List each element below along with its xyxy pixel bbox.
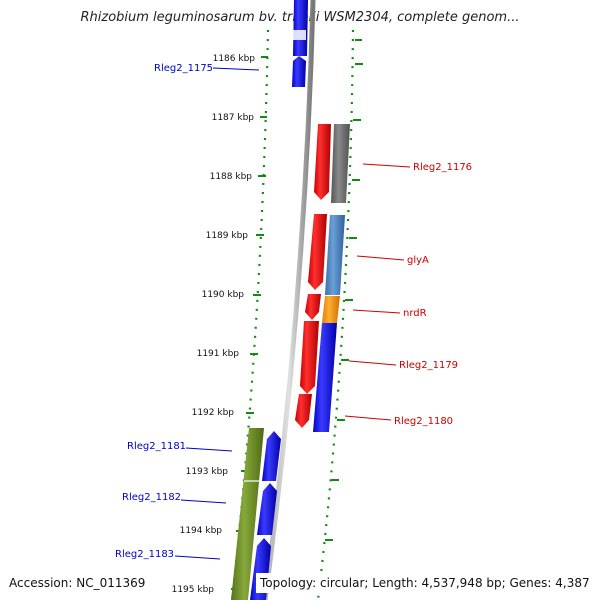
cds-rleg2-1176-gray[interactable] [331, 124, 350, 203]
cds-rleg2-1179-blue[interactable] [313, 323, 337, 432]
gene-label-rleg2-1180[interactable]: Rleg2_1180 [394, 416, 453, 427]
gene-label-rleg2-1181[interactable]: Rleg2_1181 [127, 441, 186, 452]
feature-forward-top[interactable] [292, 0, 308, 56]
genome-summary: Topology: circular; Length: 4,537,948 bp… [256, 573, 592, 593]
cds-glya-steelblue[interactable] [325, 215, 345, 295]
cds-rleg2-1181-blue[interactable] [262, 431, 281, 481]
cds-rleg2-1176-red[interactable] [314, 124, 331, 200]
scale-label: 1195 kbp [172, 585, 215, 595]
cds-nrdr-red[interactable] [305, 294, 321, 320]
scale-label: 1191 kbp [197, 349, 240, 359]
gene-label-rleg2-1176[interactable]: Rleg2_1176 [413, 162, 472, 173]
left-guide-ring [230, 29, 270, 600]
cds-rleg2-1175[interactable] [292, 56, 306, 87]
scale-label: 1192 kbp [192, 408, 235, 418]
accession-text: Accession: NC_011369 [9, 576, 146, 590]
right-leader-lines [344, 163, 411, 421]
scale-label: 1188 kbp [210, 172, 253, 182]
gene-label-glya[interactable]: glyA [407, 255, 429, 266]
gene-label-rleg2-1175[interactable]: Rleg2_1175 [154, 63, 213, 74]
cds-glya-red[interactable] [308, 214, 327, 290]
right-guide-ring [316, 29, 355, 600]
scale-label: 1193 kbp [186, 467, 229, 477]
cds-nrdr-orange[interactable] [322, 296, 340, 323]
outer-guide-dots [230, 29, 355, 600]
scale-label: 1186 kbp [213, 54, 256, 64]
gene-label-rleg2-1182[interactable]: Rleg2_1182 [122, 492, 181, 503]
scale-label: 1194 kbp [180, 526, 223, 536]
gene-label-rleg2-1179[interactable]: Rleg2_1179 [399, 360, 458, 371]
scale-label: 1190 kbp [202, 290, 245, 300]
scale-label: 1189 kbp [206, 231, 249, 241]
genome-backbone [262, 0, 316, 600]
gene-label-rleg2-1183[interactable]: Rleg2_1183 [115, 549, 174, 560]
cds-rleg2-1182-blue[interactable] [257, 483, 277, 535]
scale-label: 1187 kbp [212, 113, 255, 123]
left-leader-lines [174, 67, 260, 560]
scale-labels: 1186 kbp 1187 kbp 1188 kbp 1189 kbp 1190… [172, 54, 256, 595]
gene-label-nrdr[interactable]: nrdR [403, 308, 427, 319]
cds-rleg2-1181-olive[interactable] [231, 428, 264, 600]
cds-rleg2-1180-red[interactable] [295, 394, 312, 428]
cds-rleg2-1179-red[interactable] [300, 321, 319, 394]
